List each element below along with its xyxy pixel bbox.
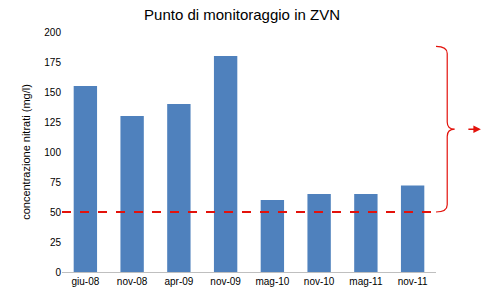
svg-text:apr-09: apr-09 bbox=[164, 276, 193, 287]
svg-text:concentrazione nitrati (mg/l): concentrazione nitrati (mg/l) bbox=[20, 84, 32, 220]
svg-text:nov-09: nov-09 bbox=[210, 276, 241, 287]
svg-text:mag-11: mag-11 bbox=[349, 276, 383, 287]
svg-text:giu-08: giu-08 bbox=[71, 276, 99, 287]
svg-text:nov-08: nov-08 bbox=[117, 276, 148, 287]
svg-text:mag-10: mag-10 bbox=[255, 276, 289, 287]
svg-text:175: 175 bbox=[44, 57, 61, 68]
svg-text:0: 0 bbox=[55, 267, 61, 278]
svg-text:50: 50 bbox=[50, 207, 62, 218]
svg-text:Punto di monitoraggio in ZVN: Punto di monitoraggio in ZVN bbox=[144, 6, 340, 23]
svg-text:200: 200 bbox=[44, 27, 61, 38]
svg-text:nov-11: nov-11 bbox=[398, 276, 428, 287]
svg-text:25: 25 bbox=[50, 237, 62, 248]
svg-text:125: 125 bbox=[44, 117, 61, 128]
svg-text:nov-10: nov-10 bbox=[304, 276, 335, 287]
svg-text:150: 150 bbox=[44, 87, 61, 98]
svg-text:100: 100 bbox=[44, 147, 61, 158]
svg-text:75: 75 bbox=[50, 177, 62, 188]
